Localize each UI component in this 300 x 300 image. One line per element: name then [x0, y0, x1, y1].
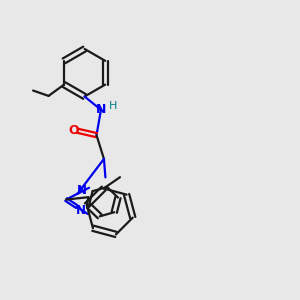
Text: N: N — [76, 204, 86, 217]
Text: H: H — [109, 101, 118, 111]
Text: N: N — [96, 103, 106, 116]
Text: N: N — [76, 184, 86, 197]
Text: O: O — [68, 124, 79, 136]
